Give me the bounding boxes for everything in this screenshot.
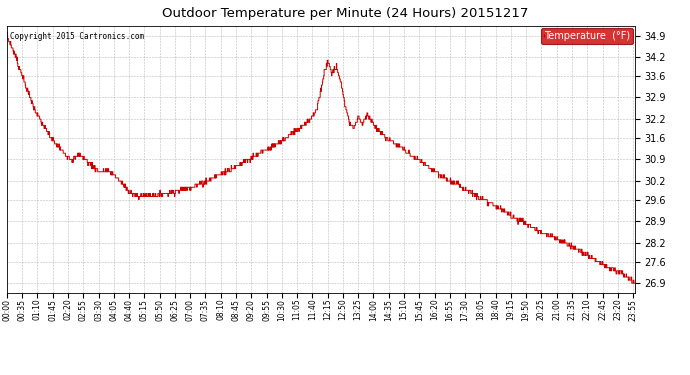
Text: Outdoor Temperature per Minute (24 Hours) 20151217: Outdoor Temperature per Minute (24 Hours… — [162, 8, 528, 21]
Text: Copyright 2015 Cartronics.com: Copyright 2015 Cartronics.com — [10, 32, 144, 40]
Legend: Temperature  (°F): Temperature (°F) — [541, 28, 633, 44]
